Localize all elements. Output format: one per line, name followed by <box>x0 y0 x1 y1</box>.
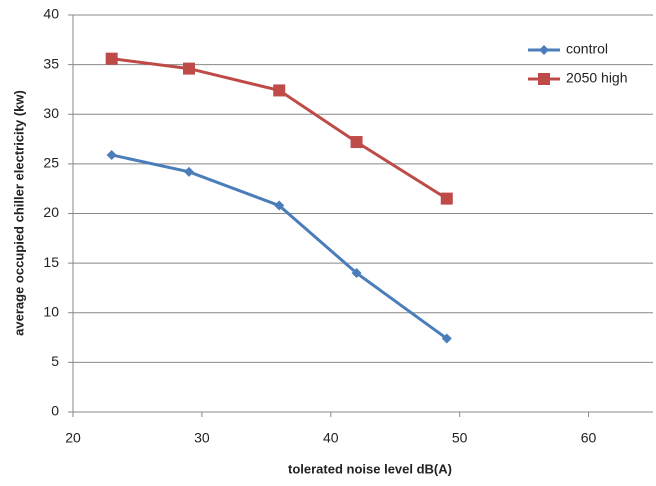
y-tick-label: 35 <box>43 55 59 71</box>
marker <box>183 62 195 75</box>
x-tick-label: 20 <box>65 430 81 446</box>
x-tick-label: 50 <box>452 430 468 446</box>
x-tick-label: 60 <box>581 430 597 446</box>
y-tick-label: 20 <box>43 204 59 220</box>
y-axis-title: average occupied chiller electricity (kw… <box>11 90 26 336</box>
y-tick-label: 15 <box>43 254 59 270</box>
marker <box>106 149 117 160</box>
y-tick-label: 0 <box>51 403 59 419</box>
marker <box>539 45 549 55</box>
x-tick-label: 30 <box>194 430 210 446</box>
marker <box>440 192 453 205</box>
y-tick-label: 40 <box>43 6 59 22</box>
legend-label: control <box>566 41 608 57</box>
marker <box>105 52 118 65</box>
y-tick-label: 10 <box>43 303 59 319</box>
y-tick-label: 30 <box>43 105 59 121</box>
series-line <box>111 57 448 200</box>
legend-label: 2050 high <box>566 70 628 86</box>
x-axis-title: tolerated noise level dB(A) <box>288 461 452 476</box>
y-tick-label: 5 <box>51 353 59 369</box>
y-tick-label: 25 <box>43 155 59 171</box>
marker <box>538 73 550 85</box>
series-line <box>111 153 448 340</box>
marker <box>184 166 194 177</box>
marker <box>274 200 285 211</box>
marker <box>441 333 452 344</box>
marker <box>351 268 362 279</box>
x-tick-label: 40 <box>323 430 339 446</box>
marker <box>350 136 363 149</box>
marker <box>273 84 286 97</box>
